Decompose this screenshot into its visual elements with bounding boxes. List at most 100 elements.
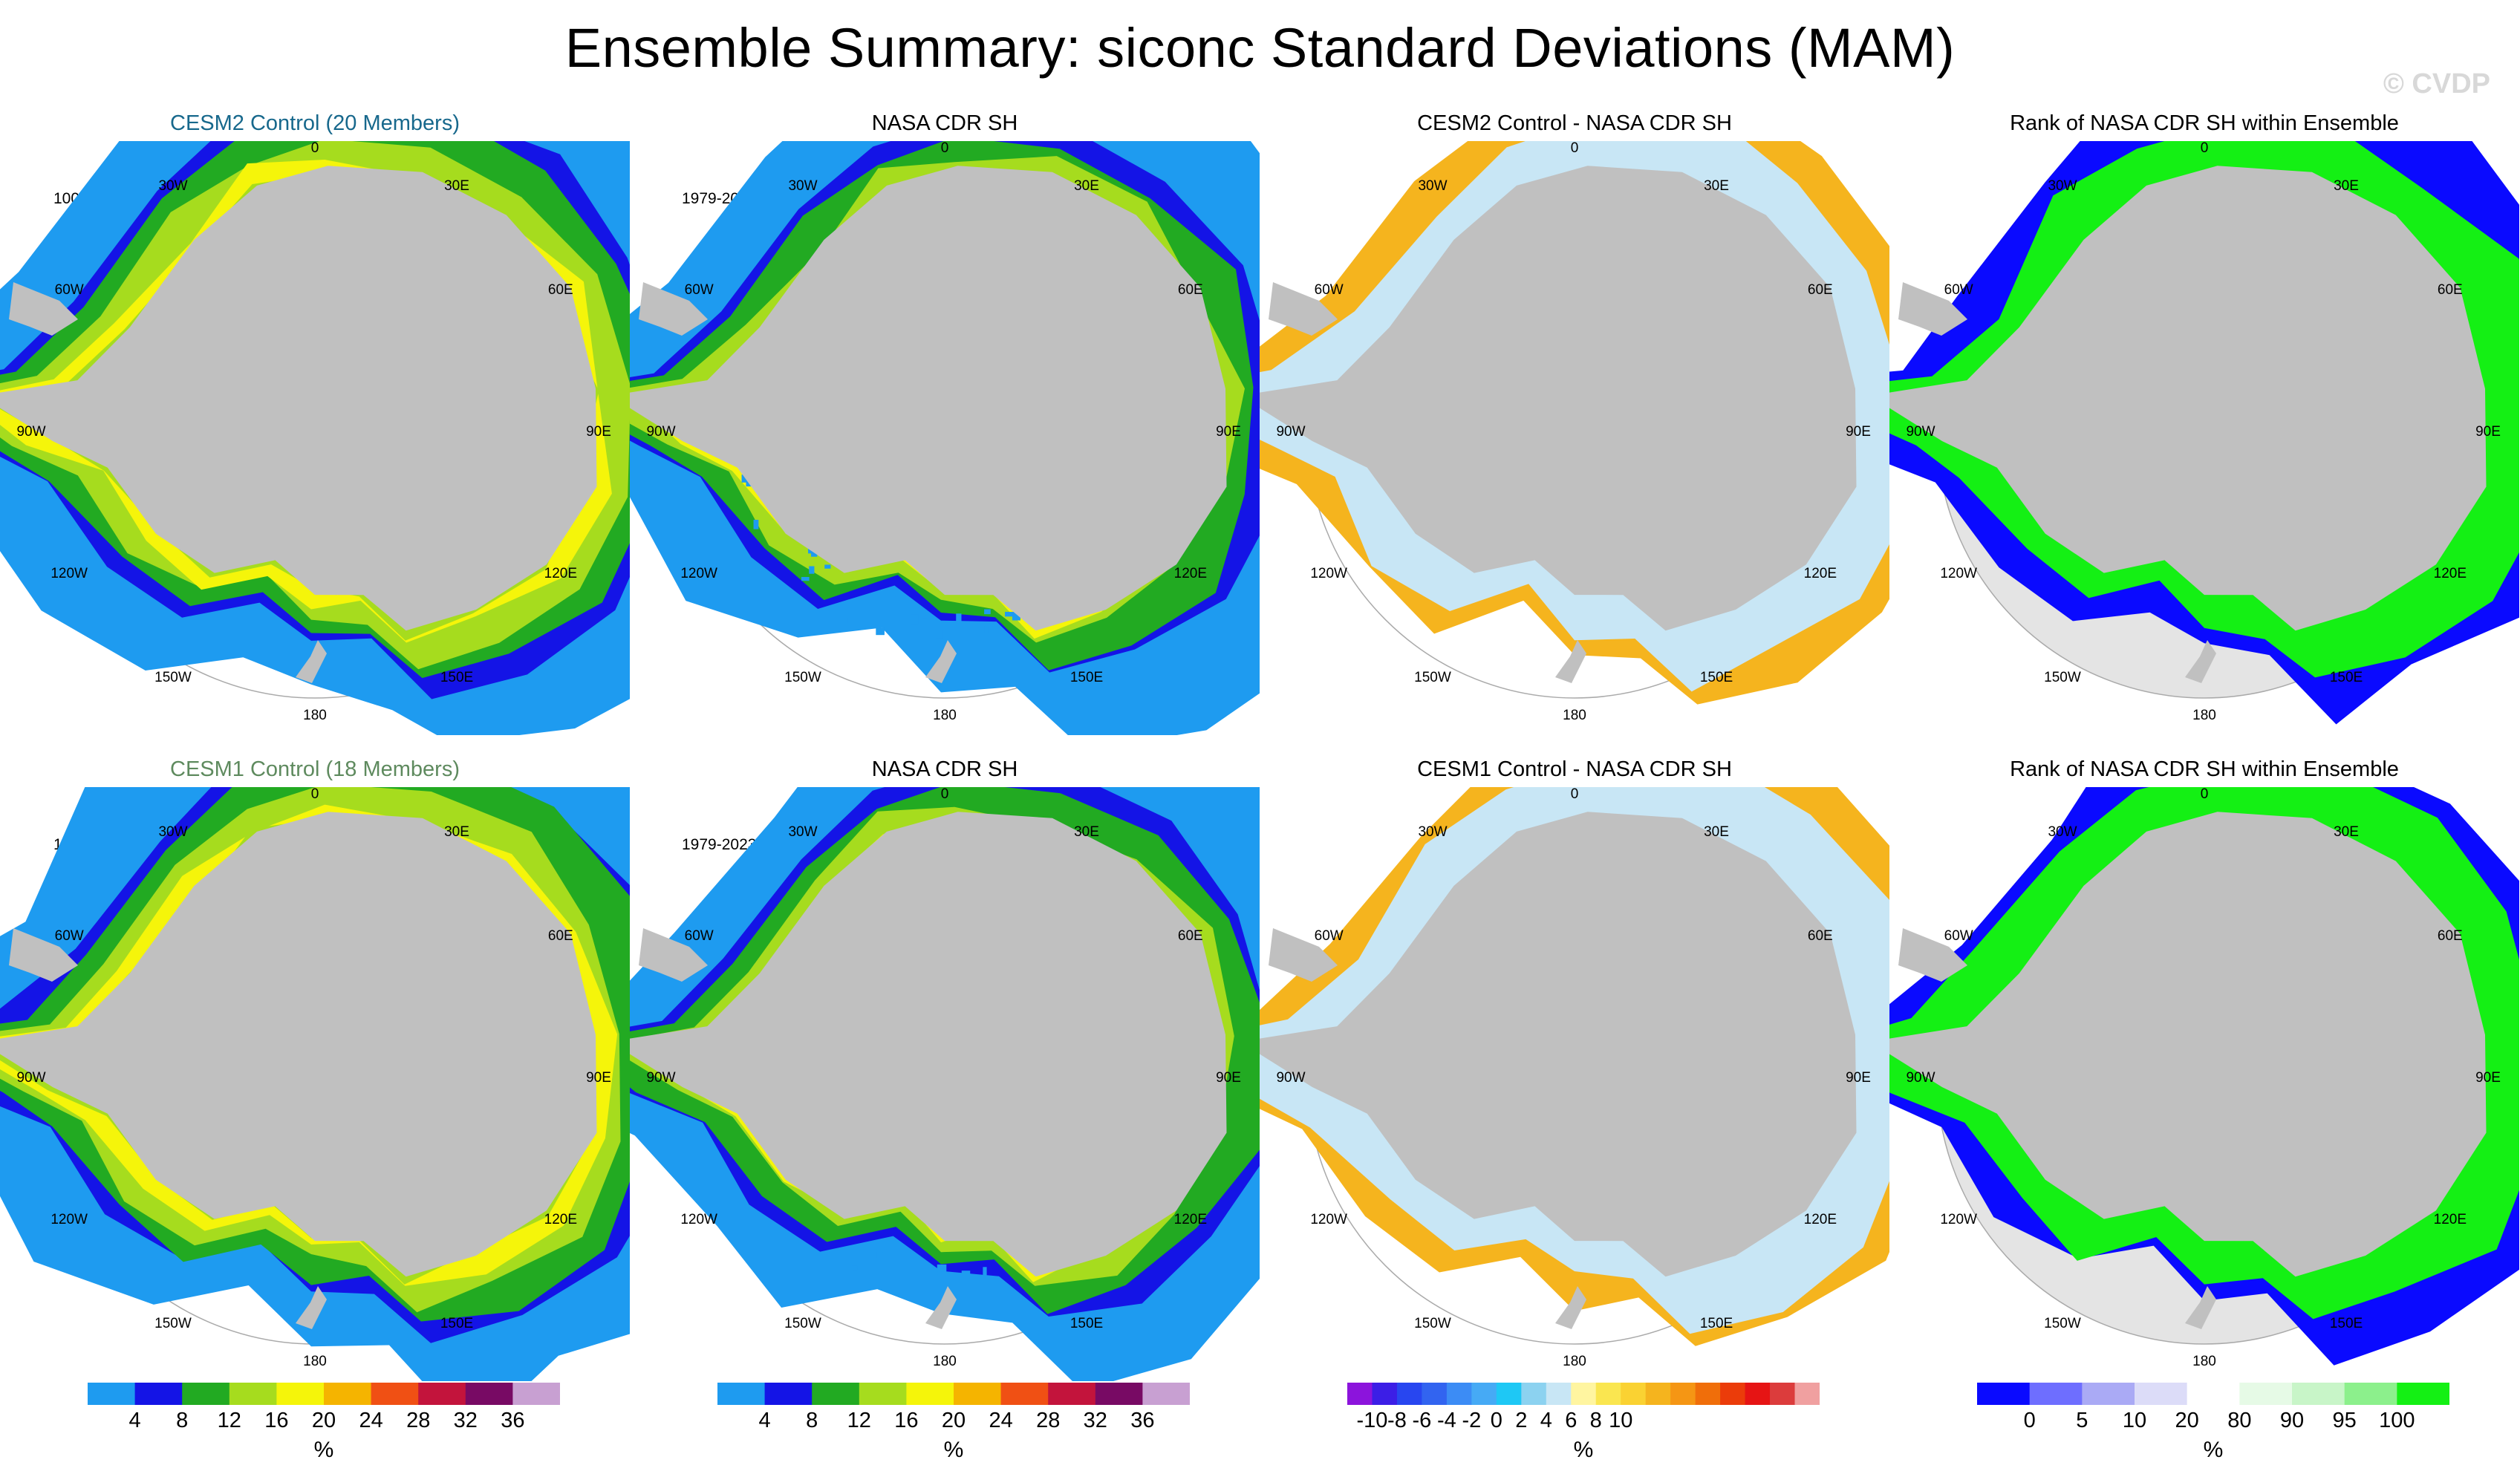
colorbar-tick-label: -8 [1387, 1409, 1407, 1432]
longitude-label: 90E [2475, 424, 2501, 440]
map-panel: CESM1 Control - NASA CDR SH 0 30E 60E 90E 120… [1260, 757, 1889, 1403]
colorbar-tick-label: 0 [1491, 1409, 1502, 1432]
longitude-label: 30E [1704, 178, 1729, 194]
longitude-label: 120W [1940, 1212, 1977, 1227]
longitude-label: 150W [1414, 670, 1451, 685]
longitude-label: 30W [788, 178, 817, 194]
colorbar-swatch [1048, 1383, 1096, 1405]
colorbar-swatch [1496, 1383, 1522, 1405]
colorbar-tick-label: 8 [176, 1409, 188, 1432]
polar-stereographic-map: 0 30E 60E 90E 120E 150E 180 150W 120W 90W 60W 30W [630, 141, 1260, 735]
longitude-label: 0 [1571, 787, 1579, 802]
colorbar-tick-label: -4 [1437, 1409, 1456, 1432]
longitude-label: 90W [1276, 1070, 1305, 1086]
longitude-label: 120E [1174, 1212, 1207, 1227]
sea-ice-std-speck [923, 618, 928, 626]
panel-title: NASA CDR SH [871, 757, 1018, 781]
colorbar-swatch [134, 1383, 183, 1405]
new-zealand-landmass [925, 640, 957, 683]
colorbar-svg: -10 -8 -6 -4 -2 0 2 4 6 8 10 [1347, 1383, 1820, 1432]
colorbar-tick-label: 12 [847, 1409, 871, 1432]
polar-stereographic-map: 0 30E 60E 90E 120E 150E 180 150W 120W 90W 60W 30W [630, 787, 1260, 1381]
longitude-label: 30E [2334, 178, 2359, 194]
colorbar-tick-label: -2 [1462, 1409, 1481, 1432]
longitude-label: 90E [1846, 424, 1871, 440]
colorbar: 4 8 12 16 20 24 28 32 36% [88, 1383, 560, 1464]
colorbar-swatch [1794, 1383, 1820, 1405]
longitude-label: 150E [1070, 670, 1103, 685]
panel-title: Rank of NASA CDR SH within Ensemble [2010, 111, 2399, 135]
longitude-label: 30W [2048, 178, 2077, 194]
colorbar-swatch [1372, 1383, 1398, 1405]
sea-ice-std-speck [937, 1265, 942, 1275]
colorbar-tick-label: 20 [2175, 1409, 2199, 1432]
antarctica-landmass [0, 166, 597, 631]
colorbar-tick-label: 36 [501, 1409, 524, 1432]
south-america-landmass [1269, 282, 1338, 336]
south-america-landmass [1898, 928, 1967, 982]
colorbar-swatch [1521, 1383, 1547, 1405]
longitude-label: 30E [1704, 824, 1729, 840]
sea-ice-std-speck [824, 564, 831, 569]
sea-ice-std-speck [876, 1252, 883, 1259]
tasmania-landmass [2341, 1225, 2356, 1239]
longitude-label: 90W [1906, 424, 1935, 440]
colorbar-tick-label: 4 [129, 1409, 141, 1432]
colorbar-swatch [764, 1383, 813, 1405]
colorbar-swatch [2187, 1383, 2240, 1405]
antarctica-landmass [1889, 166, 2487, 631]
colorbar-tick-label: 28 [406, 1409, 430, 1432]
colorbar-swatch [1670, 1383, 1696, 1405]
colorbar-tick-label: 80 [2227, 1409, 2251, 1432]
longitude-label: 60W [685, 282, 714, 298]
longitude-label: 90W [16, 1070, 45, 1086]
polar-stereographic-map: 0 30E 60E 90E 120E 150E 180 150W 120W 90W 60W 30W [1889, 787, 2519, 1369]
colorbar-tick-label: 16 [894, 1409, 918, 1432]
colorbar-unit: % [1573, 1438, 1594, 1462]
colorbar-swatch [1695, 1383, 1721, 1405]
colorbar-swatch [229, 1383, 277, 1405]
colorbar-swatch [512, 1383, 560, 1405]
antarctica-landmass [1889, 812, 2487, 1277]
colorbar-swatch [1745, 1383, 1771, 1405]
longitude-label: 120E [2434, 1212, 2467, 1227]
sea-ice-std-speck [809, 566, 815, 574]
sea-ice-std-speck [935, 630, 943, 639]
longitude-label: 150E [1070, 1316, 1103, 1331]
colorbar-tick-label: 36 [1130, 1409, 1154, 1432]
longitude-label: 60W [1944, 282, 1973, 298]
longitude-label: 90W [646, 1070, 675, 1086]
longitude-label: 30W [788, 824, 817, 840]
longitude-label: 150W [784, 670, 821, 685]
colorbar-tick-label: 8 [806, 1409, 818, 1432]
longitude-label: 60W [685, 928, 714, 944]
longitude-label: 60E [2438, 282, 2463, 298]
longitude-label: 120W [51, 566, 88, 581]
colorbar-swatch [1571, 1383, 1597, 1405]
colorbar-swatch [1546, 1383, 1572, 1405]
longitude-label: 120E [1804, 1212, 1837, 1227]
colorbar-swatch [1645, 1383, 1671, 1405]
tasmania-landmass [452, 579, 466, 593]
colorbar-swatch [2344, 1383, 2397, 1405]
polar-stereographic-map: 0 30E 60E 90E 120E 150E 180 150W 120W 90W 60W 30W [0, 787, 630, 1381]
colorbar-tick-label: 0 [2024, 1409, 2036, 1432]
longitude-label: 0 [1571, 141, 1579, 156]
new-zealand-landmass [296, 1286, 327, 1329]
longitude-label: 150E [2330, 670, 2363, 685]
south-america-landmass [9, 282, 78, 336]
longitude-label: 150W [784, 1316, 821, 1331]
sea-ice-std-speck [753, 520, 759, 529]
longitude-label: 60E [1808, 282, 1833, 298]
colorbar-swatch [324, 1383, 372, 1405]
longitude-label: 60E [1178, 282, 1203, 298]
period-label: 1979-2023 [682, 836, 757, 853]
colorbar-swatch [182, 1383, 230, 1405]
longitude-label: 150W [154, 670, 192, 685]
new-zealand-landmass [1555, 1286, 1586, 1329]
panel-title: CESM1 Control (18 Members) [170, 757, 460, 781]
map-panel: Rank of NASA CDR SH within Ensemble 0 30E 6… [1889, 757, 2519, 1403]
south-america-landmass [1269, 928, 1338, 982]
colorbar-unit: % [943, 1438, 964, 1462]
longitude-label: 120W [1310, 566, 1347, 581]
